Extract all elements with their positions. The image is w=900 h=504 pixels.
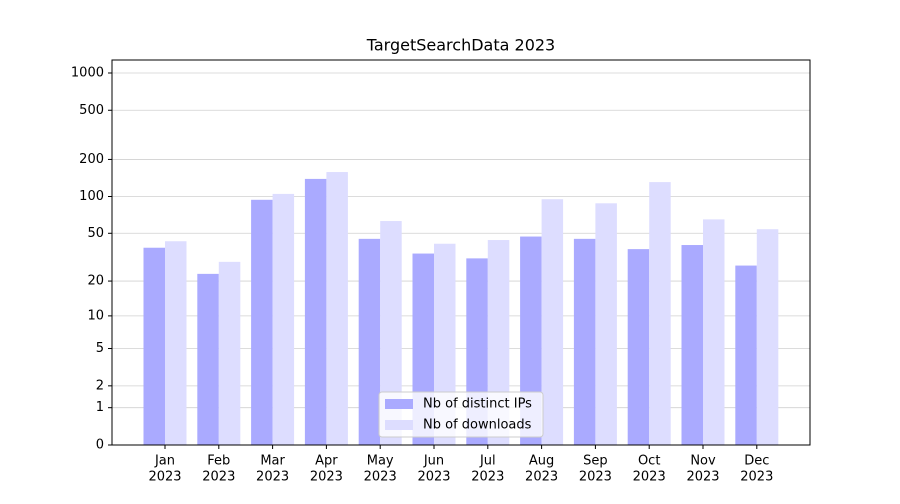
bar (756, 229, 779, 445)
axes-frame (111, 59, 811, 446)
x-tick-label: 2023 (686, 470, 719, 485)
x-tick-label: Sep (583, 454, 608, 469)
x-tick-label: Oct (638, 454, 660, 469)
x-tick-label: 2023 (310, 470, 343, 485)
bar (165, 241, 187, 445)
x-tick-label: 2023 (633, 470, 666, 485)
legend-box (378, 391, 544, 438)
legend-swatch (385, 399, 413, 409)
bar (627, 249, 650, 445)
x-tick-label: 2023 (256, 470, 289, 485)
bar (380, 221, 402, 445)
y-tick-label: 1 (96, 400, 104, 415)
bar (541, 199, 564, 445)
bar (595, 203, 617, 445)
x-tick-label: 2023 (202, 470, 235, 485)
x-tick-label: Apr (315, 454, 338, 469)
x-tick-label: Jun (423, 454, 444, 469)
x-tick-label: 2023 (471, 470, 504, 485)
bar (143, 247, 165, 445)
x-tick-label: 2023 (740, 470, 773, 485)
y-tick-label: 0 (96, 438, 104, 453)
y-tick-label: 200 (79, 152, 104, 167)
bar (251, 199, 273, 445)
x-tick-label: Dec (744, 454, 769, 469)
y-tick-label: 2 (96, 378, 104, 393)
x-tick-label: 2023 (525, 470, 558, 485)
bar (573, 238, 596, 445)
x-tick-label: Jan (154, 454, 175, 469)
x-tick-label: 2023 (579, 470, 612, 485)
bar (197, 273, 219, 445)
x-tick-label: Mar (260, 454, 285, 469)
bar (649, 182, 671, 445)
x-tick-label: Nov (690, 454, 716, 469)
legend-swatch (385, 420, 413, 430)
x-tick-label: May (367, 454, 394, 469)
y-tick-label: 500 (79, 103, 104, 118)
y-tick-label: 5 (96, 341, 104, 356)
bar (681, 245, 703, 445)
legend-label: Nb of distinct IPs (423, 397, 532, 412)
bar (304, 178, 327, 446)
bar (735, 265, 757, 445)
bar (272, 193, 295, 445)
x-tick-label: 2023 (364, 470, 397, 485)
bar (218, 261, 241, 445)
x-tick-label: Jul (479, 454, 496, 469)
chart-title: TargetSearchData 2023 (366, 36, 555, 55)
legend-label: Nb of downloads (423, 418, 532, 433)
bar (703, 219, 725, 445)
y-tick-label: 100 (79, 189, 104, 204)
y-tick-label: 50 (87, 226, 104, 241)
x-tick-label: Aug (529, 454, 554, 469)
y-tick-label: 10 (87, 308, 104, 323)
x-tick-label: 2023 (417, 470, 450, 485)
bar (326, 172, 348, 445)
bar (358, 238, 381, 445)
y-tick-label: 20 (87, 274, 104, 289)
x-tick-label: 2023 (148, 470, 181, 485)
x-tick-label: Feb (207, 454, 230, 469)
y-tick-label: 1000 (71, 65, 104, 80)
